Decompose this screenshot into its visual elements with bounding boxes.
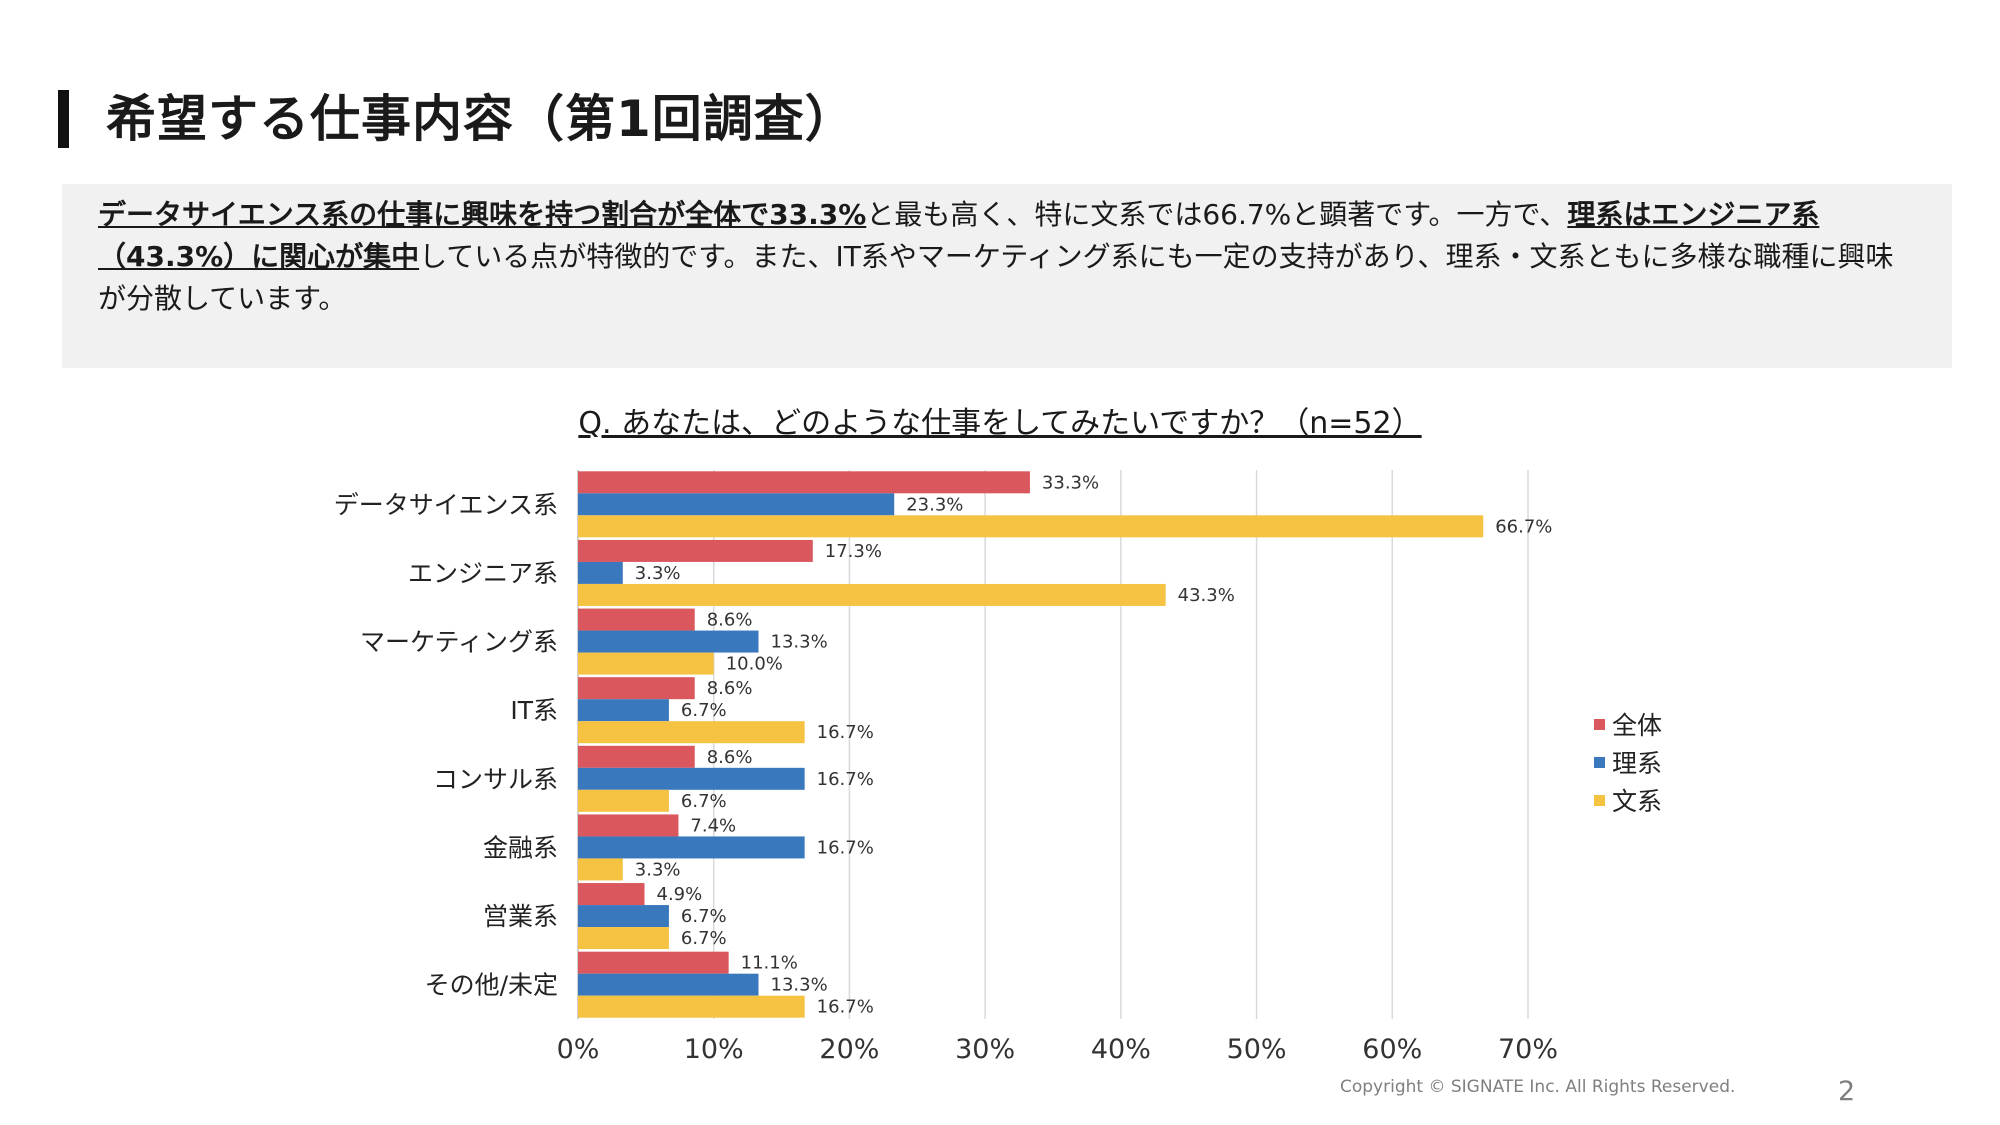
- legend-label: 理系: [1612, 749, 1662, 778]
- bar: [578, 652, 714, 675]
- category-label: その他/未定: [425, 971, 558, 1000]
- summary-box: [62, 184, 1952, 368]
- summary-highlight-2: 理系はエンジニア系（43.3%）に関心が集中: [98, 198, 1820, 273]
- data-label: 16.7%: [817, 769, 874, 790]
- title-accent-bar: [58, 90, 69, 148]
- bar: [578, 539, 813, 562]
- bar: [578, 515, 1484, 538]
- data-label: 13.3%: [771, 975, 828, 996]
- bar: [578, 836, 805, 859]
- category-label: 金融系: [483, 833, 558, 862]
- data-label: 16.7%: [817, 837, 874, 858]
- data-label: 3.3%: [635, 563, 681, 584]
- x-tick-label: 70%: [1498, 1034, 1558, 1065]
- legend-label: 文系: [1612, 787, 1662, 816]
- x-tick-label: 10%: [684, 1034, 744, 1065]
- category-label: IT系: [510, 696, 558, 725]
- data-label: 6.7%: [681, 928, 727, 949]
- bar: [578, 883, 645, 906]
- category-label: マーケティング系: [360, 628, 558, 657]
- data-label: 8.6%: [707, 610, 753, 631]
- x-tick-label: 30%: [955, 1034, 1015, 1065]
- data-label: 6.7%: [681, 906, 727, 927]
- bar: [578, 745, 695, 768]
- data-label: 6.7%: [681, 791, 727, 812]
- data-label: 16.7%: [817, 997, 874, 1018]
- data-label: 6.7%: [681, 700, 727, 721]
- bar: [578, 493, 895, 516]
- category-label: データサイエンス系: [334, 490, 558, 519]
- data-label: 8.6%: [707, 747, 753, 768]
- data-label: 10.0%: [726, 654, 783, 675]
- bar: [578, 995, 805, 1018]
- summary-text-2: と最も高く、特に文系では66.7%と顕著です。一方で、: [866, 198, 1568, 231]
- bar: [578, 858, 623, 881]
- data-label: 13.3%: [771, 632, 828, 653]
- bar: [578, 767, 805, 790]
- category-label: コンサル系: [433, 765, 558, 794]
- bar: [578, 561, 623, 584]
- category-label: エンジニア系: [408, 559, 558, 588]
- bar: [578, 927, 669, 950]
- legend-label: 全体: [1612, 711, 1662, 740]
- data-label: 17.3%: [825, 541, 882, 562]
- data-label: 33.3%: [1042, 472, 1099, 493]
- bar: [578, 583, 1166, 606]
- data-label: 3.3%: [635, 859, 681, 880]
- data-label: 43.3%: [1178, 585, 1235, 606]
- page-title: 希望する仕事内容（第1回調査）: [106, 90, 856, 148]
- bar: [578, 721, 805, 744]
- data-label: 7.4%: [690, 815, 736, 836]
- data-label: 16.7%: [817, 722, 874, 743]
- legend-swatch: [1594, 719, 1605, 730]
- copyright: Copyright © SIGNATE Inc. All Rights Rese…: [1340, 1077, 1736, 1097]
- summary-highlight-1: データサイエンス系の仕事に興味を持つ割合が全体で33.3%: [98, 198, 867, 231]
- bar: [578, 905, 669, 928]
- summary-text-4: している点が特徴的です。また、IT系やマーケティング系にも一定の支持があり、理系…: [98, 240, 1894, 315]
- data-label: 4.9%: [657, 884, 703, 905]
- page-number: 2: [1838, 1076, 1856, 1107]
- bar: [578, 630, 759, 653]
- bar: [578, 471, 1030, 494]
- bar: [578, 677, 695, 700]
- x-tick-label: 20%: [819, 1034, 879, 1065]
- bar: [578, 951, 729, 974]
- bar: [578, 608, 695, 631]
- bar: [578, 814, 679, 837]
- bar: [578, 973, 759, 996]
- summary-text: データサイエンス系の仕事に興味を持つ割合が全体で33.3%と最も高く、特に文系で…: [98, 194, 1918, 320]
- legend-swatch: [1594, 795, 1605, 806]
- x-tick-label: 50%: [1227, 1034, 1287, 1065]
- x-tick-label: 0%: [557, 1034, 600, 1065]
- bar: [578, 789, 669, 812]
- x-tick-label: 40%: [1091, 1034, 1151, 1065]
- x-tick-label: 60%: [1362, 1034, 1422, 1065]
- chart-title-wrap: Q. あなたは、どのような仕事をしてみたいですか？（n=52）: [500, 402, 1500, 446]
- data-label: 23.3%: [906, 494, 963, 515]
- data-label: 11.1%: [741, 953, 798, 974]
- data-label: 8.6%: [707, 678, 753, 699]
- bar: [578, 699, 669, 722]
- legend-swatch: [1594, 757, 1605, 768]
- category-label: 営業系: [483, 902, 558, 931]
- data-label: 66.7%: [1495, 516, 1552, 537]
- chart-title: Q. あなたは、どのような仕事をしてみたいですか？（n=52）: [578, 406, 1422, 441]
